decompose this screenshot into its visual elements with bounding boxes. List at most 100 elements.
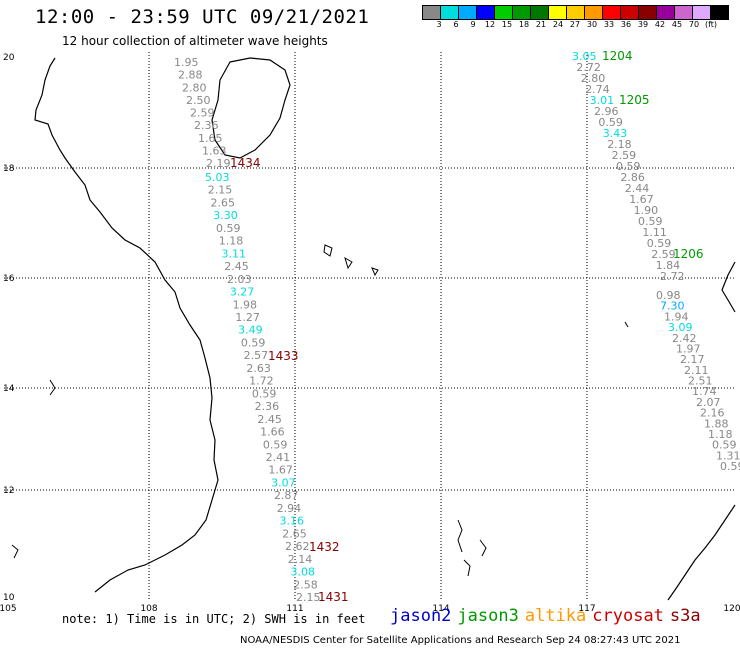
coastline-hainan [211,57,291,159]
credit: NOAA/NESDIS Center for Satellite Applica… [240,635,681,646]
wave-height-value: 3.49 [238,324,263,337]
wave-height-value: 1.67 [268,464,293,477]
colorbar-label: 24 [552,20,564,29]
wave-height-value: 1.18 [219,235,244,248]
pass-label: 1434 [230,156,261,170]
pass-label: 1433 [268,349,299,363]
wave-height-value: 0.59 [241,336,266,349]
wave-height-value: 5.03 [205,171,230,184]
pass-label: 1205 [619,93,650,107]
wave-height-value: 0.59 [712,439,737,452]
colorbar-label: 9 [470,20,476,29]
colorbar-label: 6 [453,20,459,29]
coastline-vietnam [34,57,219,593]
wave-height-value: 2.36 [255,400,279,413]
pass-label: 1206 [673,247,704,261]
wave-height-value: 1.66 [260,426,285,439]
lon-tick-label: 120 [723,604,740,614]
lon-tick-label: 111 [286,604,303,614]
wave-height-value: 3.09 [668,321,693,334]
wave-height-value: 1.88 [704,417,729,430]
note: note: 1) Time is in UTC; 2) SWH is in fe… [62,612,366,626]
wave-height-value: 3.27 [230,286,255,299]
wave-height-value: 1.72 [249,375,274,388]
colorbar-label: 45 [671,20,683,29]
wave-height-value: 0.59 [252,387,277,400]
colorbar-label: (ft) [704,20,718,29]
wave-height-value: 1.31 [716,449,740,462]
lat-tick-label: 18 [3,164,15,174]
wave-height-value: 2.19 [206,157,231,170]
wave-height-value: 3.16 [279,515,304,528]
legend-altika: altika [524,606,587,626]
pass-label: 1204 [602,49,633,63]
lon-tick-label: 114 [432,604,449,614]
wave-height-value: 2.65 [282,527,307,540]
wave-height-value: 2.59 [651,248,676,261]
wave-height-value: 2.03 [227,273,252,286]
wave-height-value: 3.11 [222,247,247,260]
wave-height-value: 2.72 [576,61,601,74]
wave-height-value: 1.74 [692,385,717,398]
colorbar-label: 21 [535,20,547,29]
wave-height-value: 0.59 [598,116,623,129]
legend-cryosat: cryosat [592,606,664,626]
wave-height-value: 0.59 [638,215,663,228]
wave-height-value: 3.30 [213,209,238,222]
legend-jason3: jason3 [457,606,519,626]
wave-height-value: 2.16 [700,407,725,420]
wave-height-value: 1.27 [235,311,259,324]
lat-tick-label: 16 [3,274,15,284]
legend-jason2: jason2 [390,606,452,626]
colorbar-label: 18 [518,20,530,29]
colorbar-label: 30 [586,20,598,29]
wave-height-value: 2.41 [266,451,291,464]
lat-tick-label: 10 [3,593,15,603]
wave-height-value: 2.42 [672,332,697,345]
legend-s3a: s3a [669,606,701,626]
wave-height-value: 2.58 [293,578,318,591]
lon-tick-label: 108 [140,604,157,614]
wave-height-value: 2.96 [594,105,619,118]
lon-tick-label: 117 [578,604,595,614]
wave-height-value: 2.87 [274,489,299,502]
wave-height-value: 2.59 [612,149,637,162]
wave-height-value: 1.97 [676,342,701,355]
colorbar-label: 70 [688,20,700,29]
wave-height-value: 2.63 [246,362,271,375]
colorbar [422,5,729,20]
wave-height-value: 1.67 [629,193,654,206]
wave-height-value: 2.62 [285,540,310,553]
pass-label: 1432 [309,540,340,554]
wave-height-value: 1.63 [202,144,227,157]
colorbar-swatch [710,5,729,20]
wave-height-value: 1.11 [642,226,667,239]
colorbar-label: 27 [569,20,581,29]
wave-height-value: 2.80 [182,81,207,94]
wave-height-value: 1.98 [233,298,257,311]
wave-height-value: 2.74 [585,83,610,96]
wave-height-value: 0.59 [647,237,672,250]
wave-height-value: 2.86 [620,171,645,184]
lat-tick-label: 20 [3,53,15,63]
wave-height-value: 2.45 [224,260,249,273]
wave-height-value: 2.44 [625,182,650,195]
pass-label: 1431 [318,590,349,604]
wave-height-value: 2.15 [208,184,233,197]
wave-height-value: 1.95 [174,56,199,69]
colorbar-label: 3 [436,20,442,29]
wave-height-value: 3.43 [603,127,628,140]
wave-height-value: 3.08 [290,566,315,579]
wave-height-value: 2.51 [688,375,713,388]
wave-height-value: 3.05 [572,50,597,63]
colorbar-label: 15 [501,20,513,29]
lat-tick-label: 12 [3,486,14,496]
wave-height-value: 0.59 [263,438,288,451]
wave-height-value: 2.88 [178,69,203,82]
lat-tick-label: 14 [3,384,15,394]
wave-height-value: 1.94 [664,310,689,323]
wave-height-value: 2.17 [680,353,705,366]
satellite-legend: jason2 jason3 altika cryosat s3a [390,606,707,626]
wave-height-value: 2.59 [190,107,215,120]
colorbar-label: 39 [637,20,649,29]
